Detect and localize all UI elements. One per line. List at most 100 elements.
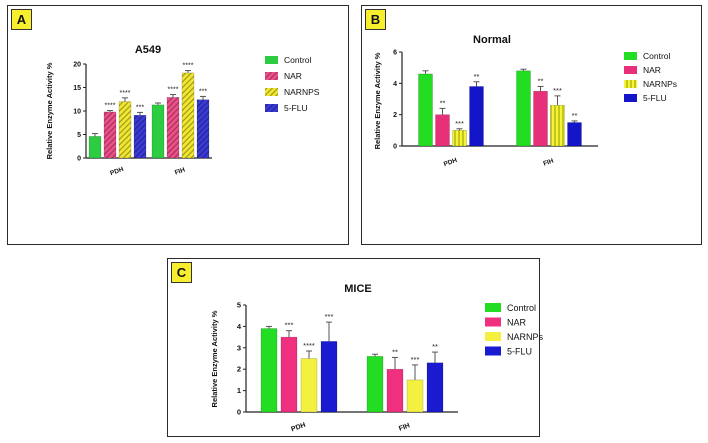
legend-label: Control [643, 51, 671, 61]
y-tick-label: 2 [393, 112, 397, 119]
legend-label: 5-FLU [284, 103, 308, 113]
legend-label: NARNPs [643, 79, 677, 89]
legend-swatch [265, 72, 278, 80]
legend-label: NARNPS [284, 87, 320, 97]
y-tick-label: 15 [73, 85, 81, 92]
panel-a: A A549 Relative Enzyme Activity % 0 5 10 15 20… [7, 5, 349, 245]
significance-label: ** [440, 98, 446, 107]
significance-label: **** [120, 90, 131, 97]
legend-swatch [485, 317, 501, 327]
significance-label: *** [136, 104, 144, 111]
legend-swatch [485, 332, 501, 341]
chart-mice: MICE Relative Enzyme Activity % 0 1 2 3 4 5 PDH *… [210, 283, 544, 434]
bar [418, 73, 433, 147]
panel-badge: A [11, 9, 32, 30]
bar [516, 70, 531, 147]
bar [320, 341, 338, 413]
legend-label: 5-FLU [507, 347, 532, 357]
legend-swatch [265, 88, 278, 96]
significance-label: ** [572, 111, 578, 120]
y-tick-label: 2 [237, 365, 241, 374]
legend-swatch [485, 303, 501, 312]
panel-b: B Normal Relative Enzyme Activity % 0 2 4 6 PD… [361, 5, 702, 245]
significance-label: ** [474, 72, 480, 81]
significance-label: *** [199, 88, 207, 95]
chart-title: A549 [135, 44, 161, 56]
legend-swatch [265, 104, 278, 112]
y-tick-label: 3 [237, 343, 241, 352]
x-tick-label: PDH [109, 166, 125, 177]
bar [151, 104, 165, 159]
y-axis-label: Relative Enzyme Activity % [210, 310, 219, 407]
x-tick-label: PDH [290, 422, 306, 434]
chart-title: Normal [473, 34, 511, 46]
y-axis-label: Relative Enzyme Activity % [45, 62, 54, 159]
y-tick-label: 0 [77, 156, 81, 163]
bar [280, 336, 298, 413]
y-tick-label: 5 [77, 132, 81, 139]
y-tick-label: 5 [237, 301, 241, 310]
y-axis-label: Relative Enzyme Activity % [373, 52, 382, 149]
bar [103, 111, 117, 159]
bar [406, 379, 424, 413]
y-tick-label: 1 [237, 386, 241, 395]
significance-label: *** [325, 312, 334, 321]
significance-label: ** [392, 347, 398, 356]
panel-badge: C [171, 262, 192, 283]
legend-swatch [624, 80, 637, 88]
bar [386, 368, 404, 413]
significance-label: **** [168, 87, 179, 94]
bar [260, 328, 278, 413]
y-tick-label: 0 [237, 408, 241, 417]
legend-swatch [624, 94, 637, 102]
legend-swatch [624, 66, 637, 74]
bar [300, 358, 318, 413]
legend-label: NAR [643, 65, 661, 75]
bar [181, 72, 195, 159]
significance-label: ** [538, 76, 544, 85]
y-tick-label: 10 [73, 109, 81, 116]
chart-normal: Normal Relative Enzyme Activity % 0 2 4 6 PDH *… [373, 34, 677, 168]
x-tick-label: PDH [443, 157, 459, 168]
bar [469, 86, 484, 147]
legend-label: NAR [507, 318, 527, 328]
bar [452, 130, 467, 147]
bar [426, 362, 444, 413]
bar [196, 99, 210, 159]
legend-label: NAR [284, 71, 302, 81]
bar [533, 90, 548, 147]
legend-swatch [265, 56, 278, 64]
legend-swatch [624, 52, 637, 60]
chart-a549: A549 Relative Enzyme Activity % 0 5 10 15 20 PD… [45, 44, 320, 177]
bar [166, 97, 180, 159]
y-tick-label: 4 [237, 322, 242, 331]
legend-label: Control [284, 55, 312, 65]
bar [366, 356, 384, 413]
legend-label: Control [507, 303, 536, 313]
y-tick-label: 0 [393, 144, 397, 151]
legend-label: NARNPs [507, 332, 544, 342]
bar [567, 122, 582, 147]
y-tick-label: 4 [393, 81, 397, 88]
bar [435, 114, 450, 147]
panel-badge: B [365, 9, 386, 30]
x-tick-label: FIH [398, 422, 411, 432]
legend-label: 5-FLU [643, 93, 667, 103]
y-tick-label: 20 [73, 62, 81, 69]
significance-label: **** [303, 341, 315, 350]
bar [118, 101, 132, 159]
x-tick-label: FIH [542, 157, 555, 167]
legend-swatch [485, 346, 501, 356]
panel-c: C MICE Relative Enzyme Activity % 0 1 2 3 4 5 PD… [167, 258, 544, 437]
significance-label: *** [411, 355, 420, 364]
y-tick-label: 6 [393, 50, 397, 57]
bar [88, 136, 102, 159]
significance-label: *** [455, 119, 464, 128]
significance-label: *** [285, 321, 294, 330]
significance-label: ** [432, 342, 438, 351]
significance-label: **** [183, 63, 194, 70]
x-tick-label: FIH [174, 166, 187, 176]
significance-label: **** [105, 103, 116, 110]
significance-label: *** [553, 86, 562, 95]
chart-title: MICE [344, 283, 372, 295]
